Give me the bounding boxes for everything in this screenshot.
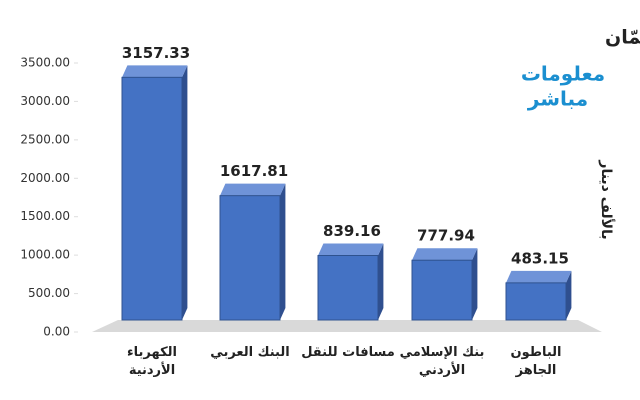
bar-top: [506, 270, 572, 283]
floor: [92, 320, 602, 332]
y-tick-label: 3000.00: [20, 94, 70, 108]
x-tick-label: البنك العربي: [210, 345, 290, 360]
data-label: 3157.33: [122, 44, 190, 62]
x-tick-label: الكهرباء الأردنية: [127, 345, 177, 378]
y-axis-label: بالألف دينار: [598, 159, 615, 239]
chart-title: أنشط 5 أسهم قيمةً ببورصة عمّان: [605, 25, 640, 49]
data-label: 777.94: [417, 227, 475, 245]
bar: [219, 195, 281, 321]
x-tick-label: بنك الإسلامي الأردني: [399, 345, 485, 378]
x-tick-label: الباطون الجاهز: [510, 345, 562, 378]
bar-side: [280, 183, 286, 320]
data-label: 1617.81: [220, 162, 288, 180]
y-tick-label: 1500.00: [20, 209, 70, 223]
y-tick-label: 2500.00: [20, 132, 70, 146]
y-tick-label: 1000.00: [20, 248, 70, 262]
bar: [411, 259, 473, 321]
bar-side: [472, 248, 478, 320]
bar: [317, 255, 379, 321]
bar-side: [182, 65, 188, 320]
x-tick-label: مسافات للنقل: [301, 345, 395, 360]
bar: [121, 76, 183, 321]
y-tick-label: 500.00: [28, 286, 70, 300]
y-tick-label: 3500.00: [20, 56, 70, 70]
y-tick-label: 2000.00: [20, 171, 70, 185]
bar-side: [566, 270, 572, 320]
data-label: 839.16: [323, 222, 381, 240]
bar-top: [122, 65, 188, 78]
bar-side: [378, 243, 384, 320]
logo-text: معلومات: [521, 62, 605, 86]
y-tick-label: 0.00: [43, 325, 70, 339]
bar-top: [412, 248, 478, 261]
data-label: 483.15: [511, 249, 569, 267]
bar-top: [318, 243, 384, 256]
logo-text: مباشر: [527, 87, 588, 111]
bar-top: [220, 183, 286, 196]
bar: [505, 282, 567, 321]
